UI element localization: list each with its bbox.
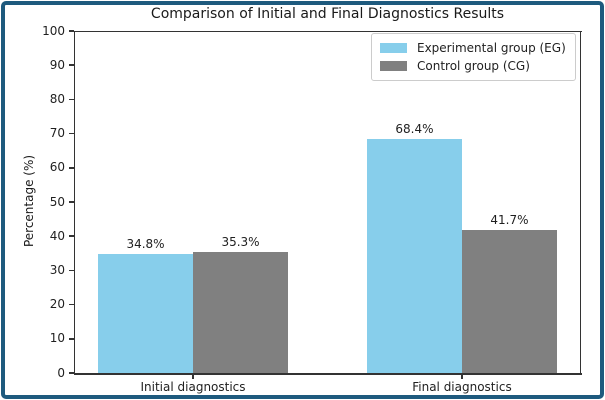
legend-item-eg: Experimental group (EG) xyxy=(380,41,567,55)
y-tick-mark xyxy=(68,338,74,340)
y-tick-label: 40 xyxy=(49,228,65,243)
legend: Experimental group (EG) Control group (C… xyxy=(371,33,576,81)
plot-area xyxy=(75,31,580,373)
x-tick-label: Initial diagnostics xyxy=(140,379,246,394)
legend-swatch-eg xyxy=(380,42,407,53)
y-tick-mark xyxy=(68,64,74,66)
y-tick-mark xyxy=(68,167,74,169)
y-tick-label: 10 xyxy=(49,331,65,346)
y-tick-label: 20 xyxy=(49,297,65,312)
x-tick-mark xyxy=(461,374,463,380)
y-tick-mark xyxy=(68,269,74,272)
bar-eg-initial xyxy=(98,253,194,373)
y-tick-mark xyxy=(68,235,74,237)
y-tick-label: 80 xyxy=(49,91,65,106)
y-tick-label: 30 xyxy=(49,262,65,277)
legend-swatch-cg xyxy=(380,61,407,72)
y-tick-label: 90 xyxy=(49,57,65,72)
y-tick-mark xyxy=(68,98,74,101)
legend-item-cg: Control group (CG) xyxy=(380,59,567,73)
bar-value-label: 41.7% xyxy=(490,213,529,228)
y-tick-label: 70 xyxy=(49,126,65,141)
x-tick-mark xyxy=(192,374,194,380)
plot-spine-right xyxy=(579,30,582,375)
plot-spine-left xyxy=(73,30,76,375)
y-tick-mark xyxy=(68,201,74,203)
chart-title: Comparison of Initial and Final Diagnost… xyxy=(150,6,505,22)
bar-value-label: 68.4% xyxy=(395,122,434,137)
y-tick-mark xyxy=(68,303,74,306)
x-tick-label: Final diagnostics xyxy=(412,379,512,394)
bar-value-label: 35.3% xyxy=(221,235,260,250)
y-tick-mark xyxy=(68,132,74,135)
bar-cg-final xyxy=(461,230,557,373)
bar-cg-initial xyxy=(193,252,289,373)
bar-eg-final xyxy=(366,139,462,373)
plot-spine-top xyxy=(73,30,582,33)
y-tick-mark xyxy=(68,372,74,374)
y-tick-mark xyxy=(68,30,74,32)
bar-value-label: 34.8% xyxy=(126,236,165,251)
y-tick-label: 60 xyxy=(49,160,65,175)
legend-label-cg: Control group (CG) xyxy=(417,59,530,74)
y-tick-label: 50 xyxy=(49,194,65,209)
legend-label-eg: Experimental group (EG) xyxy=(417,40,566,55)
y-tick-label: 100 xyxy=(42,23,65,38)
plot-spine-bottom xyxy=(73,373,582,375)
y-tick-label: 0 xyxy=(57,365,65,380)
